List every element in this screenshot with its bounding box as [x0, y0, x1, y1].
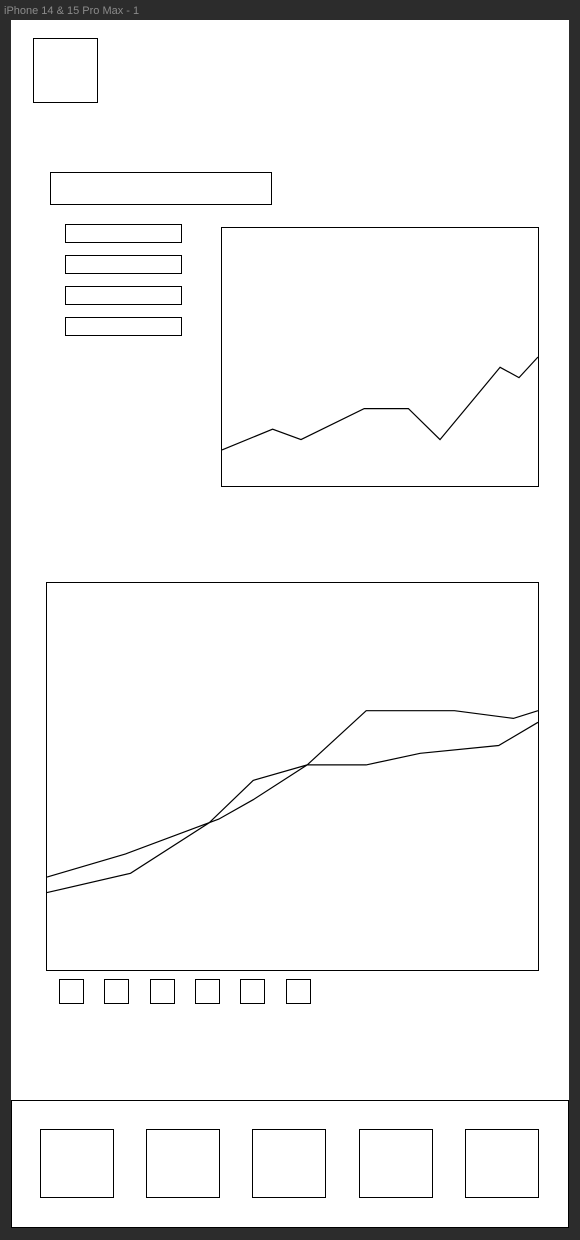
tab-item-2[interactable] [146, 1129, 220, 1198]
logo-placeholder[interactable] [33, 38, 98, 103]
series-line-1 [46, 710, 539, 878]
option-square-1[interactable] [59, 979, 84, 1004]
option-square-6[interactable] [286, 979, 311, 1004]
tab-item-4[interactable] [359, 1129, 433, 1198]
large-chart-panel [46, 582, 539, 971]
option-square-5[interactable] [240, 979, 265, 1004]
tab-item-5[interactable] [465, 1129, 539, 1198]
header-bar[interactable] [50, 172, 272, 205]
series-line-2 [46, 721, 539, 894]
list-item-3[interactable] [65, 286, 182, 305]
small-chart-panel [221, 227, 539, 487]
large-line-chart [46, 710, 539, 894]
phone-frame [11, 20, 569, 1228]
option-square-3[interactable] [150, 979, 175, 1004]
option-square-4[interactable] [195, 979, 220, 1004]
tab-item-3[interactable] [252, 1129, 326, 1198]
list-item-2[interactable] [65, 255, 182, 274]
series-line-1 [221, 356, 539, 451]
option-square-2[interactable] [104, 979, 129, 1004]
tab-item-1[interactable] [40, 1129, 114, 1198]
small-line-chart [221, 356, 539, 451]
list-item-4[interactable] [65, 317, 182, 336]
list-item-1[interactable] [65, 224, 182, 243]
frame-title: iPhone 14 & 15 Pro Max - 1 [4, 5, 140, 17]
bottom-tab-bar [11, 1100, 569, 1228]
